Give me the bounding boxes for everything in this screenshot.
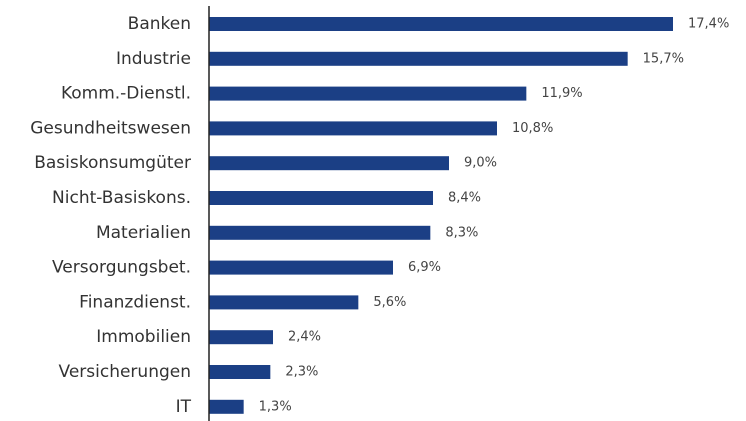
value-label: 2,3%	[285, 365, 318, 380]
bar-10	[209, 365, 271, 379]
bar-2	[209, 86, 527, 101]
bars-layer	[209, 17, 673, 414]
bar-9	[209, 330, 273, 345]
value-label: 11,9%	[541, 86, 582, 101]
bar-3	[209, 121, 497, 136]
category-label: Basiskonsumgüter	[34, 153, 191, 173]
bar-4	[209, 156, 449, 171]
value-label: 8,3%	[445, 225, 478, 240]
bar-6	[209, 225, 431, 240]
category-label: Nicht-Basiskons.	[52, 188, 191, 208]
category-label: Versorgungsbet.	[52, 258, 191, 278]
category-label: Immobilien	[96, 327, 191, 347]
value-label: 2,4%	[288, 330, 321, 345]
bar-7	[209, 260, 393, 275]
value-label: 17,4%	[688, 17, 729, 32]
category-labels-layer: Banken Industrie Komm.-Dienstl. Gesundheits…	[30, 14, 191, 417]
category-label: Industrie	[116, 49, 191, 69]
category-label: Versicherungen	[59, 362, 191, 382]
category-label: Finanzdienst.	[79, 292, 191, 312]
value-label: 6,9%	[408, 260, 441, 275]
value-label: 15,7%	[643, 51, 684, 66]
value-label: 8,4%	[448, 191, 481, 206]
bar-1	[209, 51, 628, 66]
value-label: 9,0%	[464, 156, 497, 171]
bar-11	[209, 399, 244, 414]
value-label: 1,3%	[259, 399, 292, 414]
bar-0	[209, 17, 673, 31]
category-label: Materialien	[96, 223, 191, 243]
value-labels-layer: 17,4% 15,7% 11,9% 10,8% 9,0% 8,4% 8,3% 6,9% 5,6%…	[259, 17, 730, 415]
bar-8	[209, 295, 359, 310]
category-label: IT	[176, 397, 192, 417]
value-label: 5,6%	[373, 295, 406, 310]
bar-5	[209, 191, 433, 205]
category-label: Banken	[128, 14, 191, 34]
value-label: 10,8%	[512, 121, 553, 136]
category-label: Komm.-Dienstl.	[61, 84, 191, 104]
category-label: Gesundheitswesen	[30, 118, 191, 138]
